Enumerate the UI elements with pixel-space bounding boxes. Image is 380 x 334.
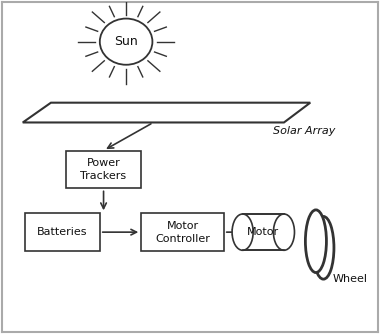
Text: Motor
Controller: Motor Controller — [155, 220, 210, 244]
Bar — [25, 213, 100, 251]
Bar — [242, 214, 284, 250]
Ellipse shape — [306, 210, 326, 273]
Text: Motor: Motor — [247, 227, 279, 237]
Text: Solar Array: Solar Array — [273, 126, 335, 136]
Bar — [141, 213, 224, 251]
Ellipse shape — [313, 216, 334, 279]
Ellipse shape — [232, 214, 253, 250]
Ellipse shape — [274, 214, 294, 250]
Text: Sun: Sun — [114, 35, 138, 48]
Text: Power
Trackers: Power Trackers — [81, 158, 127, 181]
Bar — [66, 151, 141, 188]
Text: Wheel: Wheel — [333, 274, 368, 284]
Text: Batteries: Batteries — [37, 227, 87, 237]
